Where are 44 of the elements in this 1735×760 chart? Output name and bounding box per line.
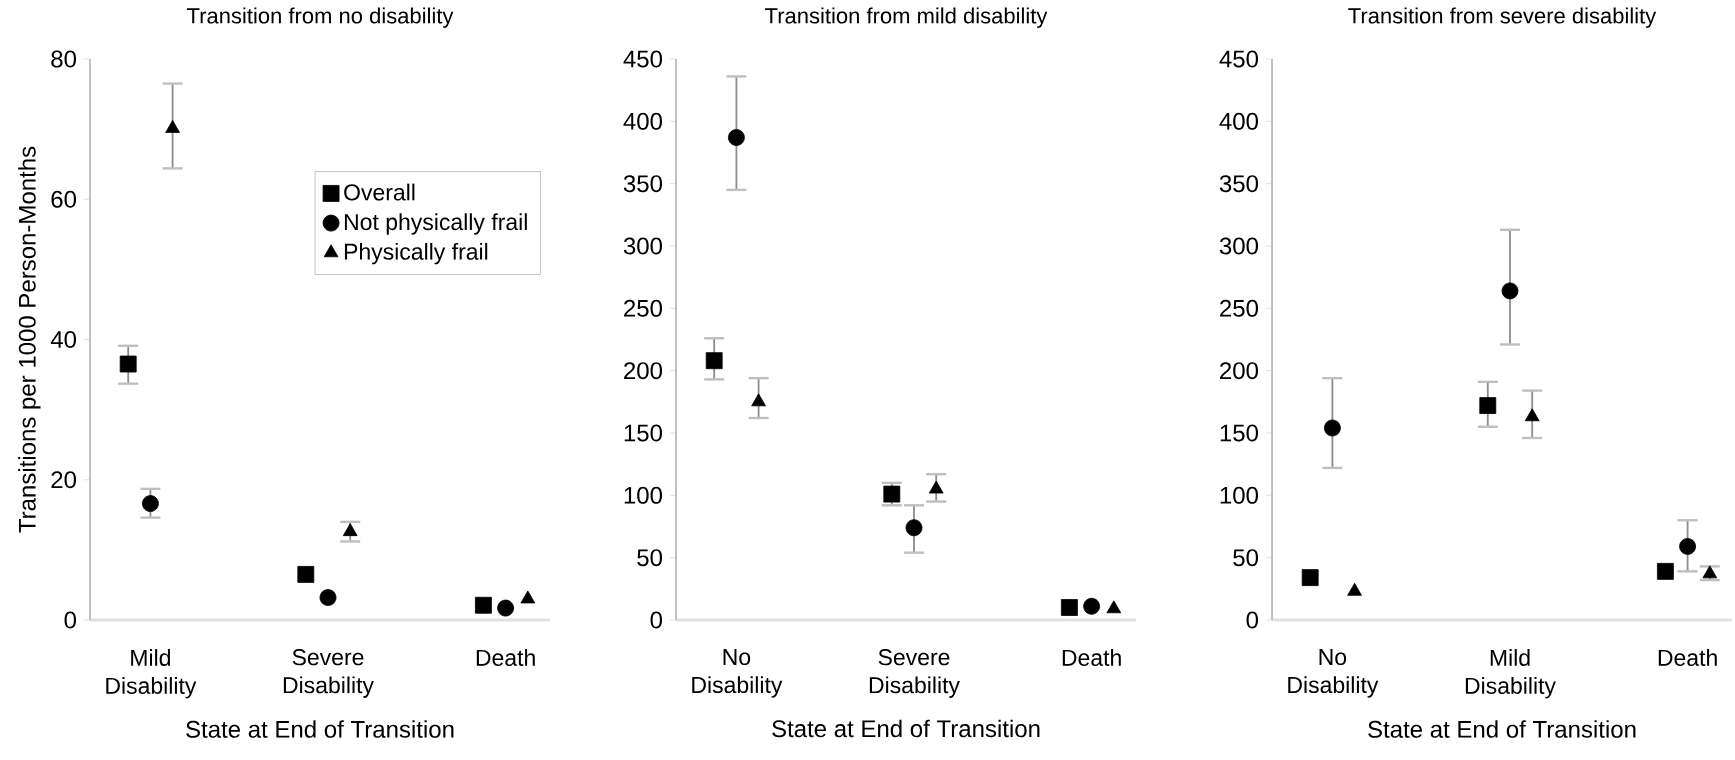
y-axis-title: Transitions per 1000 Person-Months <box>18 146 41 533</box>
chart-title: Transition from mild disability <box>765 7 1048 28</box>
y-tick-label: 200 <box>1220 362 1259 380</box>
y-tick-label: 150 <box>1220 424 1259 442</box>
y-tick-label: 100 <box>1220 486 1259 504</box>
legend-label: Physically frail <box>344 242 488 265</box>
x-tick-label: No Disability <box>1288 649 1379 698</box>
y-tick-label: 0 <box>1246 611 1259 629</box>
y-tick-label: 450 <box>1219 50 1259 68</box>
chart-title: Transition from severe disability <box>1348 7 1657 28</box>
y-tick-label: 250 <box>624 299 663 317</box>
x-tick-label: Severe Disability <box>869 649 960 698</box>
legend-label: Overall <box>344 183 415 201</box>
y-tick-label: 0 <box>650 611 663 629</box>
y-tick-label: 150 <box>624 424 663 442</box>
x-tick-label: Death <box>476 649 535 666</box>
y-tick-label: 300 <box>623 237 663 255</box>
y-tick-label: 50 <box>637 549 663 567</box>
x-tick-label: Death <box>1062 649 1121 666</box>
y-tick-label: 60 <box>51 190 77 208</box>
y-tick-label: 450 <box>623 50 663 68</box>
y-tick-label: 350 <box>1219 175 1259 193</box>
legend-label: Not physically frail <box>344 213 527 235</box>
y-tick-label: 400 <box>1219 112 1259 130</box>
y-tick-label: 350 <box>623 175 663 193</box>
x-tick-label: Mild Disability <box>1465 649 1556 699</box>
y-tick-label: 200 <box>624 362 663 380</box>
y-tick-label: 50 <box>1233 549 1259 567</box>
y-tick-label: 300 <box>1219 237 1259 255</box>
y-tick-label: 400 <box>623 112 663 130</box>
y-tick-label: 0 <box>64 611 77 629</box>
x-tick-label: No Disability <box>692 649 783 698</box>
x-tick-label: Mild Disability <box>106 649 197 699</box>
y-tick-label: 20 <box>51 471 77 489</box>
x-axis-title: State at End of Transition <box>186 720 454 738</box>
y-tick-label: 40 <box>50 331 77 348</box>
x-tick-label: Death <box>1658 649 1717 666</box>
y-tick-label: 250 <box>1220 299 1259 317</box>
y-tick-label: 100 <box>624 486 663 504</box>
x-axis-title: State at End of Transition <box>772 719 1040 738</box>
chart-title: Transition from no disability <box>187 7 454 28</box>
x-axis-title: State at End of Transition <box>1368 720 1636 738</box>
x-tick-label: Severe Disability <box>283 649 374 698</box>
y-tick-label: 80 <box>51 50 77 68</box>
